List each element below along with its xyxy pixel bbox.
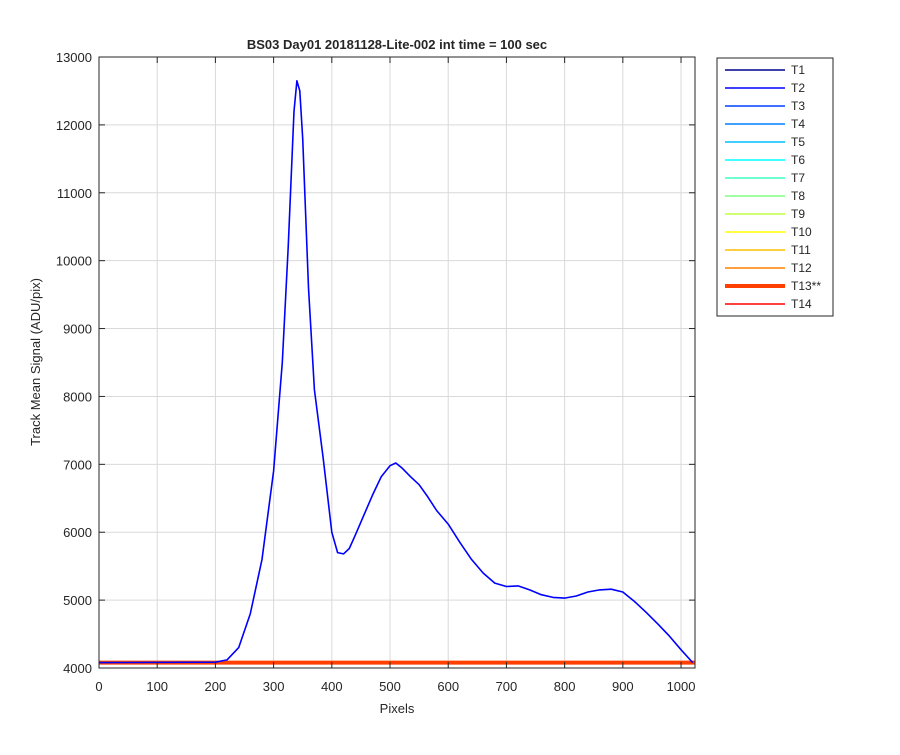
x-tick-label: 900 bbox=[612, 679, 634, 694]
legend-label: T11 bbox=[791, 243, 811, 257]
x-axis-label: Pixels bbox=[380, 701, 415, 716]
legend-box bbox=[716, 57, 834, 317]
x-tick-label: 400 bbox=[321, 679, 343, 694]
y-tick-label: 13000 bbox=[56, 50, 92, 65]
y-axis-label: Track Mean Signal (ADU/pix) bbox=[28, 278, 43, 446]
y-tick-label: 12000 bbox=[56, 118, 92, 133]
legend-label: T2 bbox=[791, 81, 805, 95]
y-tick-label: 4000 bbox=[63, 661, 92, 676]
x-tick-label: 100 bbox=[146, 679, 168, 694]
x-tick-label: 200 bbox=[205, 679, 227, 694]
legend-label: T14 bbox=[791, 297, 812, 311]
x-tick-label: 800 bbox=[554, 679, 576, 694]
legend-label: T6 bbox=[791, 153, 805, 167]
chart-title: BS03 Day01 20181128-Lite-002 int time = … bbox=[247, 37, 547, 52]
series-line-t2 bbox=[98, 80, 694, 664]
legend-label: T5 bbox=[791, 135, 805, 149]
legend-label: T13** bbox=[791, 279, 821, 293]
x-tick-label: 500 bbox=[379, 679, 401, 694]
legend-label: T1 bbox=[791, 63, 805, 77]
legend-label: T10 bbox=[791, 225, 812, 239]
y-tick-label: 6000 bbox=[63, 525, 92, 540]
x-tick-label: 600 bbox=[437, 679, 459, 694]
axes-box bbox=[98, 56, 696, 669]
x-tick-label: 700 bbox=[496, 679, 518, 694]
x-tick-label: 1000 bbox=[667, 679, 696, 694]
x-tick-label: 300 bbox=[263, 679, 285, 694]
y-tick-label: 8000 bbox=[63, 389, 92, 404]
legend: T1 T2 T3 T4 T5 T6 T7 T8 T9 T10 T11 T12 T13** T14 bbox=[716, 57, 834, 317]
legend-label: T8 bbox=[791, 189, 805, 203]
legend-label: T3 bbox=[791, 99, 805, 113]
y-tick-label: 9000 bbox=[63, 322, 92, 337]
y-tick-label: 7000 bbox=[63, 457, 92, 472]
x-tick-label: 0 bbox=[95, 679, 102, 694]
legend-label: T12 bbox=[791, 261, 812, 275]
y-tick-label: 10000 bbox=[56, 254, 92, 269]
legend-label: T4 bbox=[791, 117, 805, 131]
legend-label: T7 bbox=[791, 171, 805, 185]
y-tick-label: 11000 bbox=[57, 186, 92, 201]
legend-label: T9 bbox=[791, 207, 805, 221]
y-tick-label: 5000 bbox=[63, 593, 92, 608]
